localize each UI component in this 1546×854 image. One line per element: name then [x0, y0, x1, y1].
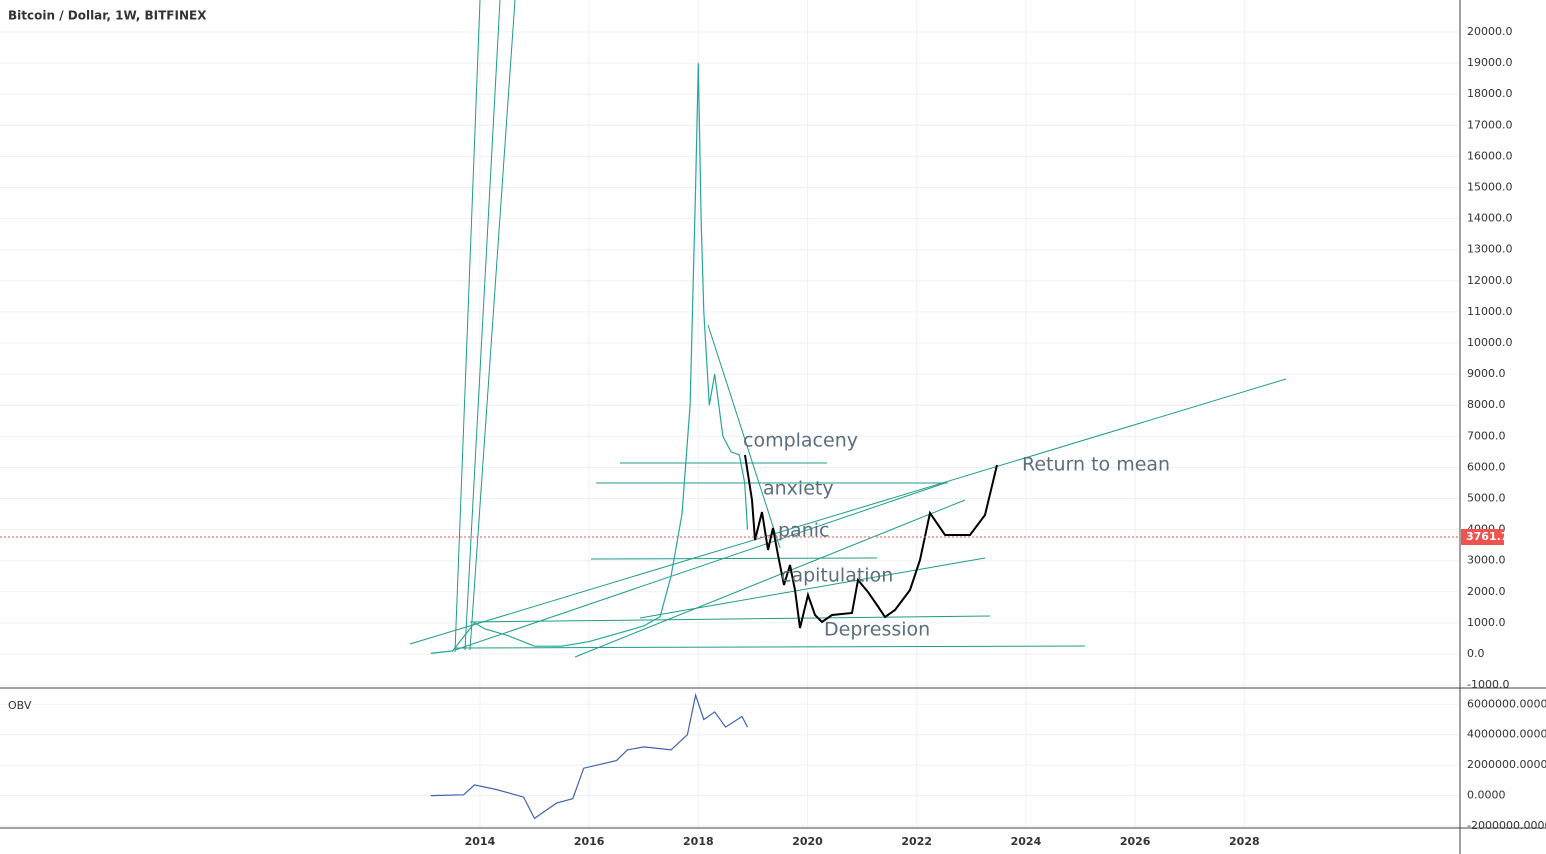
y-tick-label: 20000.0: [1467, 25, 1513, 38]
y-tick-label: 19000.0: [1467, 56, 1513, 69]
annotation: panic: [778, 520, 829, 542]
y-tick-label: 12000.0: [1467, 274, 1513, 287]
y-tick-label: 18000.0: [1467, 87, 1513, 100]
x-tick-label: 2020: [792, 835, 823, 848]
annotation: capitulation: [781, 565, 893, 587]
annotation: complaceny: [743, 430, 858, 452]
price-line: [430, 692, 749, 820]
y-tick-label: 17000.0: [1467, 118, 1513, 131]
y-tick-label: 3000.0: [1467, 554, 1506, 567]
annotation: anxiety: [763, 478, 834, 500]
annotation: Depression: [824, 619, 930, 641]
y-tick-label: 14000.0: [1467, 212, 1513, 225]
last-price-badge: [1461, 529, 1504, 546]
y-tick-label: 9000.0: [1467, 367, 1506, 380]
chart-title: Bitcoin / Dollar, 1W, BITFINEX: [8, 9, 207, 23]
y-tick-label: 8000.0: [1467, 398, 1506, 411]
y-tick-label: 2000.0: [1467, 585, 1506, 598]
y-tick-label: 6000.0: [1467, 460, 1506, 473]
y-tick-label: 7000.0: [1467, 429, 1506, 442]
trend-lines: [409, 0, 1287, 658]
y-tick-label: 6000000.0000: [1467, 697, 1546, 710]
last-price-label: 3761.7: [1466, 530, 1508, 543]
x-tick-label: 2028: [1229, 835, 1260, 848]
y-tick-label: -2000000.0000: [1467, 819, 1546, 832]
x-tick-label: 2016: [574, 835, 605, 848]
y-tick-label: 5000.0: [1467, 492, 1506, 505]
y-tick-label: 10000.0: [1467, 336, 1513, 349]
grid: [0, 0, 1460, 828]
x-tick-label: 2026: [1120, 835, 1151, 848]
y-tick-label: 4000000.0000: [1467, 728, 1546, 741]
y-tick-label: 11000.0: [1467, 305, 1513, 318]
x-tick-label: 2024: [1011, 835, 1042, 848]
y-tick-label: -1000.0: [1467, 678, 1509, 691]
y-tick-label: 2000000.0000: [1467, 758, 1546, 771]
projection-path: [744, 454, 998, 629]
y-tick-label: 1000.0: [1467, 616, 1506, 629]
y-tick-label: 13000.0: [1467, 243, 1513, 256]
x-tick-label: 2014: [465, 835, 496, 848]
y-tick-label: 16000.0: [1467, 149, 1513, 162]
x-tick-label: 2022: [901, 835, 932, 848]
y-tick-label: 0.0000: [1467, 789, 1506, 802]
annotation: Return to mean: [1022, 454, 1170, 476]
price-line: [430, 63, 749, 654]
y-tick-label: 15000.0: [1467, 181, 1513, 194]
pane-title: OBV: [8, 699, 32, 712]
y-tick-label: 0.0: [1467, 647, 1485, 660]
x-tick-label: 2018: [683, 835, 714, 848]
